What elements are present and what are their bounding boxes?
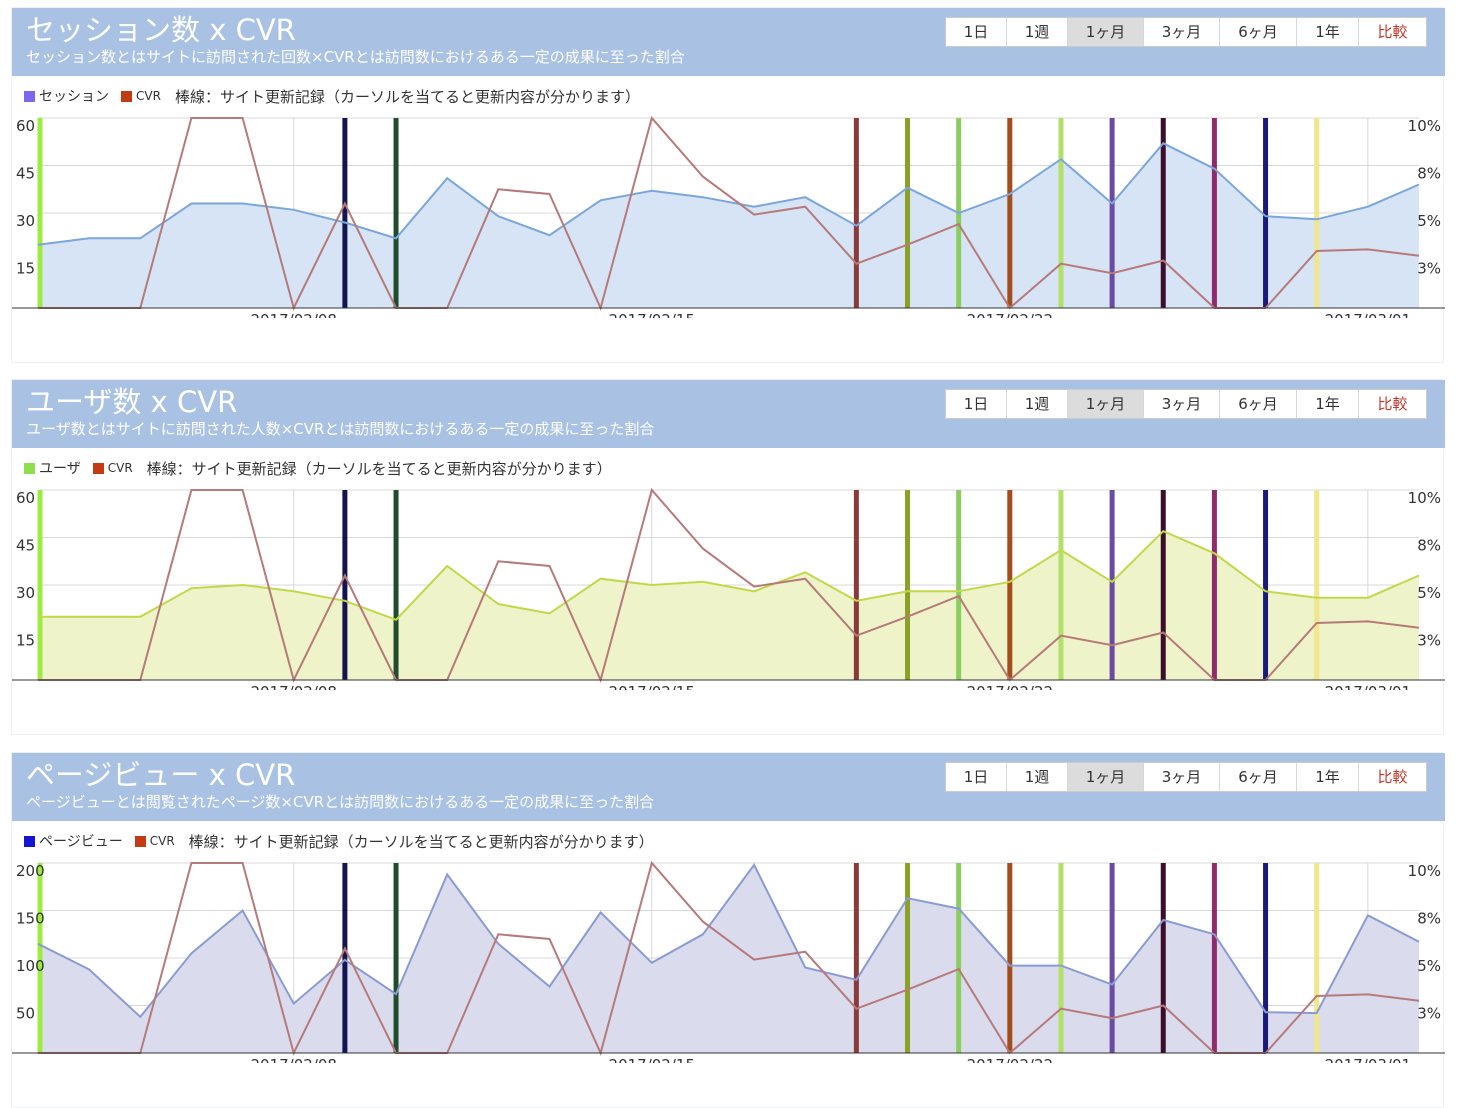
y2-tick-label-8pct: 8% bbox=[1417, 537, 1441, 555]
x-tick-label-2017-02-15: 2017/02/15 bbox=[609, 1056, 695, 1063]
cvr-legend-swatch bbox=[121, 90, 132, 102]
range-button-6[interactable]: 1年 bbox=[1297, 763, 1359, 791]
update-marker-legend-note: 棒線：サイト更新記録（カーソルを当てると更新内容が分かります） bbox=[146, 459, 612, 478]
x-tick-label-2017-02-22: 2017/02/22 bbox=[967, 311, 1053, 318]
pageviews-cvr-chart: 50 100 150 200 3% 5% 8% 10% 2017/02/08 2017/02/15… bbox=[12, 860, 1445, 1063]
x-tick-label-2017-02-22: 2017/02/22 bbox=[967, 1056, 1053, 1063]
range-button-3[interactable]: 1ヶ月 bbox=[1068, 763, 1144, 791]
sessions-cvr-panel: セッション数 x CVR セッション数とはサイトに訪問された回数×CVRとは訪問… bbox=[11, 7, 1445, 363]
range-button-1[interactable]: 1日 bbox=[946, 763, 1007, 791]
panel-subtitle: ページビューとは閲覧されたページ数×CVRとは訪問数におけるある一定の成果に至っ… bbox=[26, 793, 655, 811]
x-tick-label-2017-02-08: 2017/02/08 bbox=[251, 1056, 337, 1063]
primary-legend-swatch bbox=[24, 835, 35, 847]
range-button-4[interactable]: 3ヶ月 bbox=[1144, 390, 1220, 418]
cvr-legend-swatch bbox=[134, 835, 146, 847]
y2-tick-label-8pct: 8% bbox=[1417, 910, 1441, 928]
primary-series-area bbox=[38, 531, 1419, 680]
range-button-1[interactable]: 1日 bbox=[946, 390, 1007, 418]
range-button-3[interactable]: 1ヶ月 bbox=[1068, 390, 1144, 418]
primary-legend-label: ページビュー bbox=[39, 834, 123, 850]
x-tick-label-2017-02-15: 2017/02/15 bbox=[609, 683, 695, 690]
range-button-group: 1日 1週 1ヶ月 3ヶ月 6ヶ月 1年 比較 bbox=[945, 17, 1427, 47]
x-tick-label-2017-03-01: 2017/03/01 bbox=[1325, 311, 1411, 318]
range-button-6[interactable]: 1年 bbox=[1297, 18, 1359, 46]
y-tick-label-30: 30 bbox=[16, 212, 35, 230]
primary-legend-swatch bbox=[24, 462, 35, 474]
y2-tick-label-3pct: 3% bbox=[1417, 1005, 1441, 1023]
panel-header: セッション数 x CVR セッション数とはサイトに訪問された回数×CVRとは訪問… bbox=[12, 8, 1445, 76]
x-tick-label-2017-03-01: 2017/03/01 bbox=[1325, 683, 1411, 690]
range-button-5[interactable]: 6ヶ月 bbox=[1220, 18, 1297, 46]
panel-title: ページビュー x CVR bbox=[26, 758, 296, 792]
update-marker-legend-note: 棒線：サイト更新記録（カーソルを当てると更新内容が分かります） bbox=[188, 832, 654, 851]
update-marker-legend-note: 棒線：サイト更新記録（カーソルを当てると更新内容が分かります） bbox=[174, 87, 640, 106]
range-button-2[interactable]: 1週 bbox=[1007, 763, 1068, 791]
compare-button[interactable]: 比較 bbox=[1359, 18, 1426, 46]
y2-tick-label-10pct: 10% bbox=[1408, 489, 1441, 507]
y2-tick-label-10pct: 10% bbox=[1408, 862, 1441, 880]
range-button-6[interactable]: 1年 bbox=[1297, 390, 1359, 418]
chart-legend: セッション CVR 棒線：サイト更新記録（カーソルを当てると更新内容が分かります… bbox=[24, 86, 640, 106]
range-button-1[interactable]: 1日 bbox=[946, 18, 1007, 46]
x-tick-label-2017-03-01: 2017/03/01 bbox=[1325, 1056, 1411, 1063]
cvr-series-line bbox=[38, 487, 1420, 683]
range-button-2[interactable]: 1週 bbox=[1007, 18, 1068, 46]
primary-legend-label: ユーザ bbox=[39, 461, 81, 477]
y-tick-label-100: 100 bbox=[16, 957, 45, 975]
y2-tick-label-10pct: 10% bbox=[1408, 117, 1441, 135]
y-tick-label-15: 15 bbox=[16, 632, 35, 650]
cvr-legend-label: CVR bbox=[136, 89, 161, 103]
y2-tick-label-3pct: 3% bbox=[1417, 632, 1441, 650]
compare-button[interactable]: 比較 bbox=[1359, 763, 1426, 791]
range-button-5[interactable]: 6ヶ月 bbox=[1220, 390, 1297, 418]
panel-subtitle: ユーザ数とはサイトに訪問された人数×CVRとは訪問数におけるある一定の成果に至っ… bbox=[26, 420, 655, 438]
y-tick-label-45: 45 bbox=[16, 537, 35, 555]
panel-title: セッション数 x CVR bbox=[26, 13, 296, 47]
y-tick-label-45: 45 bbox=[16, 165, 35, 183]
y2-tick-label-5pct: 5% bbox=[1417, 957, 1441, 975]
range-button-4[interactable]: 3ヶ月 bbox=[1144, 18, 1220, 46]
x-tick-label-2017-02-08: 2017/02/08 bbox=[251, 311, 337, 318]
cvr-series-line bbox=[38, 860, 1420, 1056]
y2-tick-label-5pct: 5% bbox=[1417, 584, 1441, 602]
range-button-3[interactable]: 1ヶ月 bbox=[1068, 18, 1144, 46]
cvr-legend-swatch bbox=[92, 462, 104, 474]
y-tick-label-60: 60 bbox=[16, 117, 35, 135]
x-tick-label-2017-02-08: 2017/02/08 bbox=[251, 683, 337, 690]
y-tick-label-150: 150 bbox=[16, 910, 45, 928]
y2-tick-label-5pct: 5% bbox=[1417, 212, 1441, 230]
y-tick-label-50: 50 bbox=[16, 1005, 35, 1023]
x-tick-label-2017-02-22: 2017/02/22 bbox=[967, 683, 1053, 690]
range-button-group: 1日 1週 1ヶ月 3ヶ月 6ヶ月 1年 比較 bbox=[945, 389, 1427, 419]
primary-legend-swatch bbox=[24, 90, 35, 102]
panel-title: ユーザ数 x CVR bbox=[26, 385, 238, 419]
users-cvr-chart: 15 30 45 60 3% 5% 8% 10% 2017/02/08 2017/02/15 201… bbox=[12, 487, 1445, 690]
panel-header: ページビュー x CVR ページビューとは閲覧されたページ数×CVRとは訪問数に… bbox=[12, 753, 1445, 821]
primary-series-area bbox=[38, 864, 1419, 1053]
cvr-legend-label: CVR bbox=[149, 834, 175, 848]
cvr-series-line bbox=[38, 115, 1420, 311]
primary-series-line bbox=[37, 142, 1420, 246]
chart-legend: ページビュー CVR 棒線：サイト更新記録（カーソルを当てると更新内容が分かりま… bbox=[24, 831, 654, 851]
y-tick-label-30: 30 bbox=[16, 584, 35, 602]
sessions-cvr-chart: 15 30 45 60 3% 5% 8% 10% 2017/02/08 2017/02/15 201… bbox=[12, 115, 1445, 318]
range-button-5[interactable]: 6ヶ月 bbox=[1220, 763, 1297, 791]
panel-subtitle: セッション数とはサイトに訪問された回数×CVRとは訪問数におけるある一定の成果に… bbox=[26, 48, 685, 66]
x-tick-label-2017-02-15: 2017/02/15 bbox=[609, 311, 695, 318]
y-tick-label-60: 60 bbox=[16, 489, 35, 507]
users-cvr-panel: ユーザ数 x CVR ユーザ数とはサイトに訪問された人数×CVRとは訪問数におけ… bbox=[11, 379, 1445, 735]
y-tick-label-200: 200 bbox=[16, 862, 45, 880]
y2-tick-label-3pct: 3% bbox=[1417, 260, 1441, 278]
range-button-2[interactable]: 1週 bbox=[1007, 390, 1068, 418]
pageviews-cvr-panel: ページビュー x CVR ページビューとは閲覧されたページ数×CVRとは訪問数に… bbox=[11, 752, 1445, 1108]
primary-legend-label: セッション bbox=[39, 89, 109, 105]
range-button-4[interactable]: 3ヶ月 bbox=[1144, 763, 1220, 791]
panel-header: ユーザ数 x CVR ユーザ数とはサイトに訪問された人数×CVRとは訪問数におけ… bbox=[12, 380, 1445, 448]
compare-button[interactable]: 比較 bbox=[1359, 390, 1426, 418]
chart-legend: ユーザ CVR 棒線：サイト更新記録（カーソルを当てると更新内容が分かります） bbox=[24, 458, 612, 478]
cvr-legend-label: CVR bbox=[107, 461, 133, 475]
range-button-group: 1日 1週 1ヶ月 3ヶ月 6ヶ月 1年 比較 bbox=[945, 762, 1427, 792]
y-tick-label-15: 15 bbox=[16, 260, 35, 278]
y2-tick-label-8pct: 8% bbox=[1417, 165, 1441, 183]
